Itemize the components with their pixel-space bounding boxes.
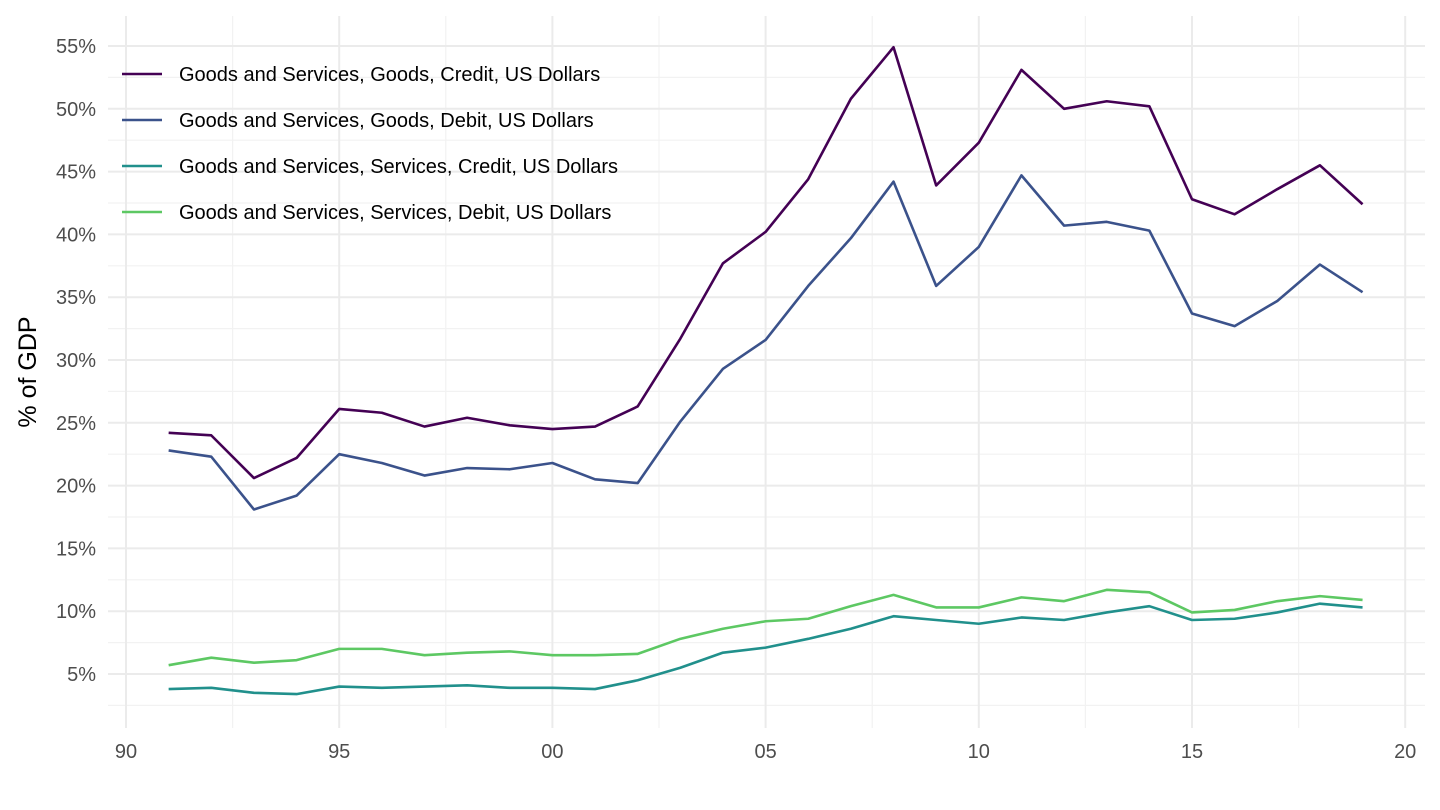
y-tick-label: 50% <box>56 99 96 121</box>
y-tick-label: 40% <box>56 224 96 246</box>
x-tick-label: 90 <box>115 741 137 763</box>
y-tick-label: 30% <box>56 350 96 372</box>
x-tick-label: 10 <box>968 741 990 763</box>
legend-label: Goods and Services, Services, Debit, US … <box>179 202 611 224</box>
legend-item-3: Goods and Services, Services, Credit, US… <box>122 156 618 178</box>
legend-label: Goods and Services, Goods, Debit, US Dol… <box>179 110 594 132</box>
y-tick-label: 5% <box>67 664 96 686</box>
series-lines <box>168 45 1364 696</box>
y-axis-title: % of GDP <box>14 316 42 427</box>
major-gridlines <box>108 16 1425 728</box>
y-axis-tick-labels: 5% 10% 15% 20% 25% 30% 35% 40% 45% 50% 55% <box>56 36 96 686</box>
x-tick-label: 95 <box>328 741 350 763</box>
legend-item-4: Goods and Services, Services, Debit, US … <box>122 202 611 224</box>
y-tick-label: 45% <box>56 162 96 184</box>
y-tick-label: 25% <box>56 413 96 435</box>
y-tick-label: 10% <box>56 601 96 623</box>
series-line-3 <box>168 602 1363 696</box>
x-tick-label: 05 <box>754 741 776 763</box>
x-tick-label: 20 <box>1394 741 1416 763</box>
series-line-2 <box>168 174 1364 511</box>
series-line-1 <box>168 45 1364 480</box>
x-tick-label: 00 <box>541 741 563 763</box>
legend-label: Goods and Services, Services, Credit, US… <box>179 156 618 178</box>
legend-item-1: Goods and Services, Goods, Credit, US Do… <box>122 64 600 86</box>
y-tick-label: 20% <box>56 476 96 498</box>
y-tick-label: 55% <box>56 36 96 58</box>
y-tick-label: 35% <box>56 287 96 309</box>
legend-item-2: Goods and Services, Goods, Debit, US Dol… <box>122 110 594 132</box>
series-line-4 <box>168 588 1363 667</box>
legend-label: Goods and Services, Goods, Credit, US Do… <box>179 64 600 86</box>
x-axis-tick-labels: 90 95 00 05 10 15 20 <box>115 741 1416 763</box>
x-tick-label: 15 <box>1181 741 1203 763</box>
y-tick-label: 15% <box>56 538 96 560</box>
legend: Goods and Services, Goods, Credit, US Do… <box>122 64 618 224</box>
